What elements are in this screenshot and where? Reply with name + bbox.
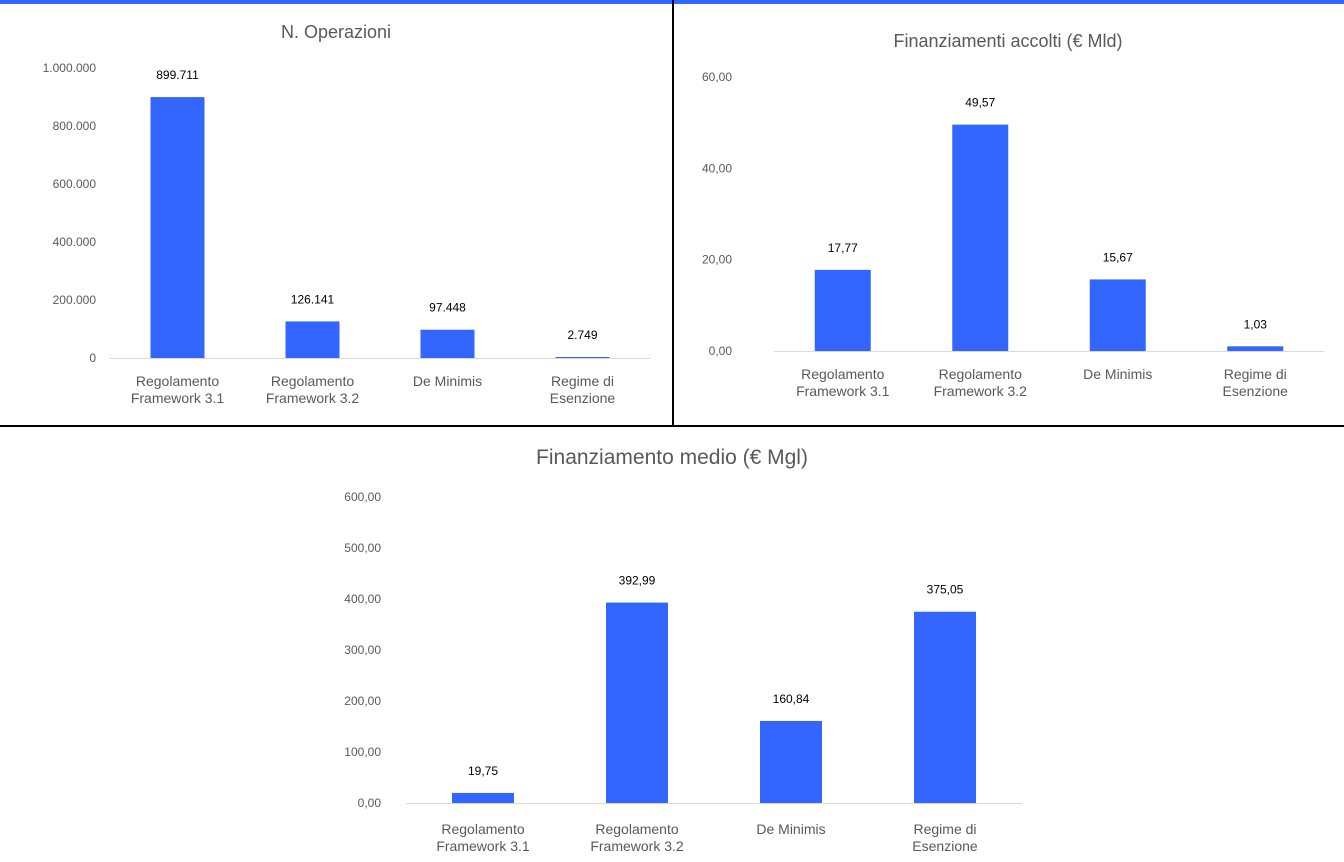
category-label: Regolamento (136, 373, 219, 389)
category-label: Framework 3.1 (796, 383, 890, 399)
y-tick-label: 600,00 (344, 490, 381, 504)
chart-operations-count-svg: N. Operazioni 0 200.000 400.000 600.000 800.0… (43, 22, 650, 406)
data-label: 375,05 (927, 583, 964, 597)
bar (814, 269, 871, 351)
y-tick-label: 200.000 (53, 293, 97, 307)
vertical-divider (672, 0, 674, 425)
y-tick-label: 20,00 (702, 253, 732, 267)
category-label: Esenzione (1223, 383, 1289, 399)
category-label: Framework 3.2 (934, 383, 1028, 399)
bar (760, 720, 822, 803)
chart-approved-financing: Finanziamenti accolti (€ Mld) 0,00 20,00 40… (674, 0, 1344, 425)
y-tick-label: 300,00 (344, 643, 381, 657)
category-label: Regime di (913, 821, 976, 837)
category-label: Framework 3.2 (590, 838, 684, 854)
bar (420, 329, 475, 358)
chart-title: Finanziamenti accolti (€ Mld) (893, 31, 1122, 51)
bar (606, 602, 668, 803)
data-label: 126.141 (291, 292, 335, 306)
data-label: 15,67 (1103, 250, 1133, 264)
data-label: 1,03 (1244, 317, 1268, 331)
chart-title: Finanziamento medio (€ Mgl) (536, 446, 808, 469)
y-tick-label: 600.000 (53, 177, 97, 191)
data-label: 899.711 (156, 68, 199, 82)
data-label: 49,57 (965, 96, 995, 110)
category-label: Regime di (1224, 366, 1287, 382)
y-tick-label: 100,00 (344, 745, 381, 759)
category-label: Framework 3.1 (436, 838, 530, 854)
data-label: 392,99 (619, 574, 656, 588)
category-label: Regolamento (801, 366, 884, 382)
y-tick-label: 0 (89, 351, 96, 365)
data-label: 2.749 (567, 328, 597, 342)
bar (1227, 346, 1284, 351)
data-label: 160,84 (773, 692, 810, 706)
y-tick-label: 500,00 (344, 541, 381, 555)
category-label: Regolamento (271, 373, 354, 389)
horizontal-divider (0, 425, 1344, 427)
category-label: Regolamento (441, 821, 524, 837)
chart-average-financing: Finanziamento medio (€ Mgl) 0,00 100,00 200… (0, 427, 1344, 862)
chart-average-financing-svg: Finanziamento medio (€ Mgl) 0,00 100,00 200… (344, 446, 1022, 854)
category-label: Regime di (551, 373, 614, 389)
category-label: Framework 3.2 (266, 390, 360, 406)
category-label: Regolamento (595, 821, 678, 837)
data-label: 97.448 (429, 301, 466, 315)
category-label: Framework 3.1 (131, 390, 225, 406)
category-label: De Minimis (413, 373, 482, 389)
data-label: 17,77 (828, 241, 858, 255)
bar (150, 97, 205, 359)
y-tick-label: 400.000 (53, 235, 97, 249)
y-tick-label: 40,00 (702, 161, 732, 175)
bar (452, 792, 514, 803)
y-tick-label: 60,00 (702, 70, 732, 84)
bar (555, 357, 610, 358)
y-tick-label: 1.000.000 (43, 61, 97, 75)
category-label: De Minimis (756, 821, 825, 837)
y-tick-label: 800.000 (53, 119, 97, 133)
chart-operations-count: N. Operazioni 0 200.000 400.000 600.000 800.0… (0, 0, 672, 425)
y-tick-label: 0,00 (358, 796, 382, 810)
data-label: 19,75 (468, 764, 498, 778)
category-label: Esenzione (550, 390, 616, 406)
category-label: Esenzione (912, 838, 978, 854)
bar (285, 321, 340, 358)
category-label: De Minimis (1083, 366, 1152, 382)
bar (914, 611, 976, 803)
bar (952, 124, 1009, 351)
y-tick-label: 200,00 (344, 694, 381, 708)
bar (1089, 279, 1146, 351)
y-tick-label: 0,00 (709, 344, 733, 358)
category-label: Regolamento (939, 366, 1022, 382)
chart-approved-financing-svg: Finanziamenti accolti (€ Mld) 0,00 20,00 40… (702, 31, 1324, 399)
y-tick-label: 400,00 (344, 592, 381, 606)
chart-title: N. Operazioni (281, 22, 391, 42)
